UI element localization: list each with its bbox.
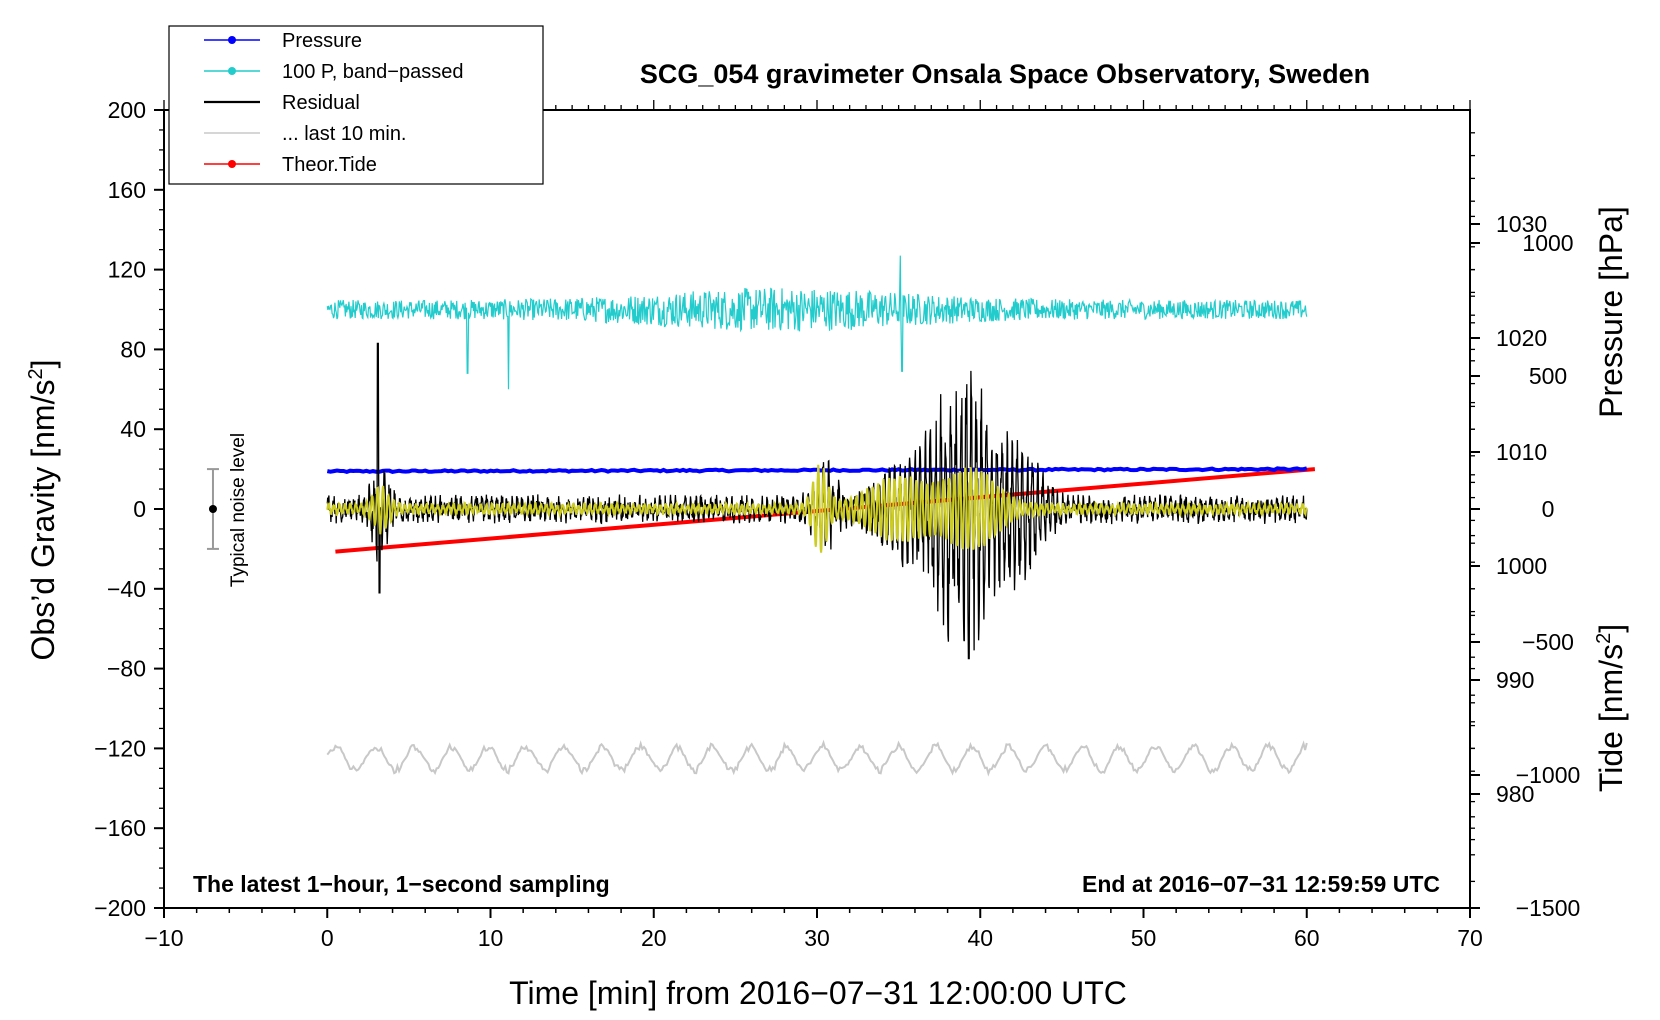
sampling-note: The latest 1−hour, 1−second sampling	[193, 871, 610, 897]
filtered-residual-series	[326, 464, 1308, 553]
left-tick-label: 120	[108, 257, 146, 283]
left-axis-title-close: ]	[25, 360, 61, 369]
x-tick-label: 20	[641, 925, 667, 951]
pressure-tick-label: 990	[1496, 667, 1534, 693]
legend-label: 100 P, band−passed	[282, 61, 463, 83]
x-tick-label: 40	[967, 925, 993, 951]
legend-marker	[228, 67, 236, 75]
chart-title: SCG_054 gravimeter Onsala Space Observat…	[640, 59, 1370, 89]
pressure-tick-label: 980	[1496, 781, 1534, 807]
x-tick-label: 30	[804, 925, 830, 951]
legend: Pressure 100 P, band−passed Residual ... la…	[168, 25, 544, 185]
x-tick-label: 0	[321, 925, 334, 951]
left-tick-label: 0	[133, 496, 146, 522]
left-tick-label: −120	[94, 735, 146, 761]
left-axis-title-main: Obs’d Gravity [nm/s	[25, 380, 61, 661]
x-tick-label: 60	[1294, 925, 1320, 951]
tide-tick-label: −500	[1522, 629, 1574, 655]
x-axis-ticks: −10 0 10 20 30 40 50 60 70	[144, 908, 1483, 951]
left-tick-label: −80	[107, 656, 146, 682]
legend-label: Residual	[282, 92, 360, 114]
pressure-tick-label: 1030	[1496, 211, 1547, 237]
legend-label: Pressure	[282, 30, 362, 52]
legend-label: Theor.Tide	[282, 154, 377, 176]
legend-marker	[228, 36, 236, 44]
last-10-min-series	[326, 739, 1308, 777]
legend-marker	[228, 160, 236, 168]
left-tick-label: 200	[108, 97, 146, 123]
left-axis-ticks: 200 160 120 80 40 0 −40 −80 −120 −160 −200	[94, 97, 164, 921]
left-tick-label: −160	[94, 815, 146, 841]
legend-box	[168, 25, 544, 185]
tide-axis-title: Tide [nm/s2]	[1593, 624, 1629, 792]
tide-axis-title-close: ]	[1593, 624, 1629, 633]
tide-tick-label: −1500	[1516, 895, 1581, 921]
noise-bar-dot	[208, 505, 217, 513]
pressure-tick-label: 1010	[1496, 439, 1547, 465]
x-tick-label: 70	[1457, 925, 1483, 951]
pressure-tick-label: 1000	[1496, 553, 1547, 579]
tide-tick-label: 0	[1542, 496, 1555, 522]
legend-label: ... last 10 min.	[282, 123, 407, 145]
tide-axis-title-sup: 2	[1593, 633, 1615, 644]
x-tick-label: 50	[1131, 925, 1157, 951]
noise-level-label: Typical noise level	[228, 433, 249, 587]
tide-axis-title-main: Tide [nm/s	[1593, 644, 1629, 792]
left-axis-title-sup: 2	[25, 368, 47, 379]
pressure-axis-title: Pressure [hPa]	[1593, 206, 1629, 418]
pressure-series	[326, 466, 1308, 474]
tide-tick-label: 500	[1529, 363, 1567, 389]
tide-axis-ticks: 1000 500 0 −500 −1000 −1500	[1470, 215, 1581, 921]
typical-noise-bar	[206, 468, 219, 550]
end-time-note: End at 2016−07−31 12:59:59 UTC	[1082, 871, 1440, 897]
left-tick-label: −40	[107, 576, 146, 602]
left-tick-label: −200	[94, 895, 146, 921]
band-passed-pressure-series	[326, 255, 1308, 390]
left-axis-title: Obs’d Gravity [nm/s2]	[25, 360, 61, 661]
x-axis-title: Time [min] from 2016−07−31 12:00:00 UTC	[509, 975, 1127, 1011]
tide-tick-label: 1000	[1522, 230, 1573, 256]
left-tick-label: 80	[120, 336, 146, 362]
left-tick-label: 40	[120, 416, 146, 442]
x-tick-label: 10	[478, 925, 504, 951]
x-tick-label: −10	[144, 925, 183, 951]
pressure-tick-label: 1020	[1496, 325, 1547, 351]
legend-items: Pressure 100 P, band−passed Residual ... la…	[204, 30, 463, 176]
left-tick-label: 160	[108, 177, 146, 203]
pressure-axis-ticks: 1030 1020 1010 1000 990 980	[1470, 132, 1547, 841]
tide-tick-label: −1000	[1516, 762, 1581, 788]
